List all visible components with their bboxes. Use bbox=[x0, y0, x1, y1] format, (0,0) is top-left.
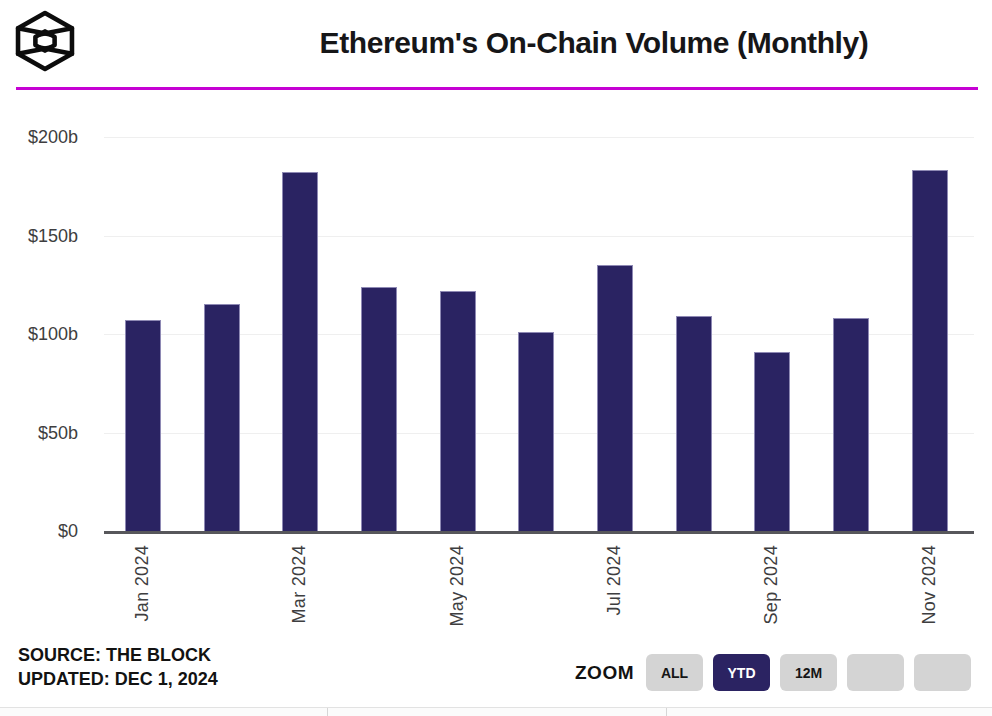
bar-jul-2024[interactable] bbox=[597, 265, 633, 531]
bar-chart: $200b $150b $100b $50b $0 Jan 2024 Mar 2024 May… bbox=[0, 0, 992, 716]
bar-nov-2024[interactable] bbox=[912, 170, 948, 531]
x-axis-tick-label: Sep 2024 bbox=[761, 545, 782, 624]
y-gridline bbox=[104, 137, 974, 138]
bar-may-2024[interactable] bbox=[440, 291, 476, 531]
bar-apr-2024[interactable] bbox=[361, 287, 397, 531]
bar-aug-2024[interactable] bbox=[676, 316, 712, 531]
x-axis-tick-label: May 2024 bbox=[447, 545, 468, 626]
y-axis-tick-label: $0 bbox=[0, 519, 78, 543]
zoom-all-button[interactable]: ALL bbox=[646, 654, 703, 691]
bar-jan-2024[interactable] bbox=[125, 320, 161, 531]
x-axis-tick-label: Mar 2024 bbox=[289, 545, 310, 623]
zoom-blank-button[interactable] bbox=[847, 654, 904, 691]
column-divider bbox=[666, 708, 667, 716]
ethereum-onchain-volume-widget: Ethereum's On-Chain Volume (Monthly) $20… bbox=[0, 0, 992, 716]
y-axis-tick-label: $150b bbox=[0, 224, 78, 248]
bar-mar-2024[interactable] bbox=[282, 172, 318, 531]
y-axis-tick-label: $50b bbox=[0, 421, 78, 445]
y-axis-tick-label: $200b bbox=[0, 125, 78, 149]
y-axis-tick-label: $100b bbox=[0, 322, 78, 346]
zoom-label: ZOOM bbox=[575, 662, 634, 684]
x-axis-tick-label: Jul 2024 bbox=[604, 545, 625, 615]
cropped-table-edge bbox=[0, 707, 992, 716]
x-axis-line bbox=[104, 531, 974, 534]
zoom-12m-button[interactable]: 12M bbox=[780, 654, 837, 691]
bar-sep-2024[interactable] bbox=[754, 352, 790, 531]
source-attribution: SOURCE: THE BLOCK UPDATED: DEC 1, 2024 bbox=[18, 643, 218, 691]
bar-feb-2024[interactable] bbox=[204, 304, 240, 531]
x-axis-tick-label: Nov 2024 bbox=[919, 545, 940, 624]
x-axis-tick-label: Jan 2024 bbox=[132, 545, 153, 621]
zoom-button-group: ALL YTD 12M bbox=[646, 654, 971, 691]
bar-jun-2024[interactable] bbox=[518, 332, 554, 531]
source-line: SOURCE: THE BLOCK bbox=[18, 643, 218, 667]
bar-oct-2024[interactable] bbox=[833, 318, 869, 531]
y-gridline bbox=[104, 236, 974, 237]
zoom-ytd-button[interactable]: YTD bbox=[713, 654, 770, 691]
zoom-blank-button[interactable] bbox=[914, 654, 971, 691]
column-divider bbox=[327, 708, 328, 716]
updated-line: UPDATED: DEC 1, 2024 bbox=[18, 667, 218, 691]
